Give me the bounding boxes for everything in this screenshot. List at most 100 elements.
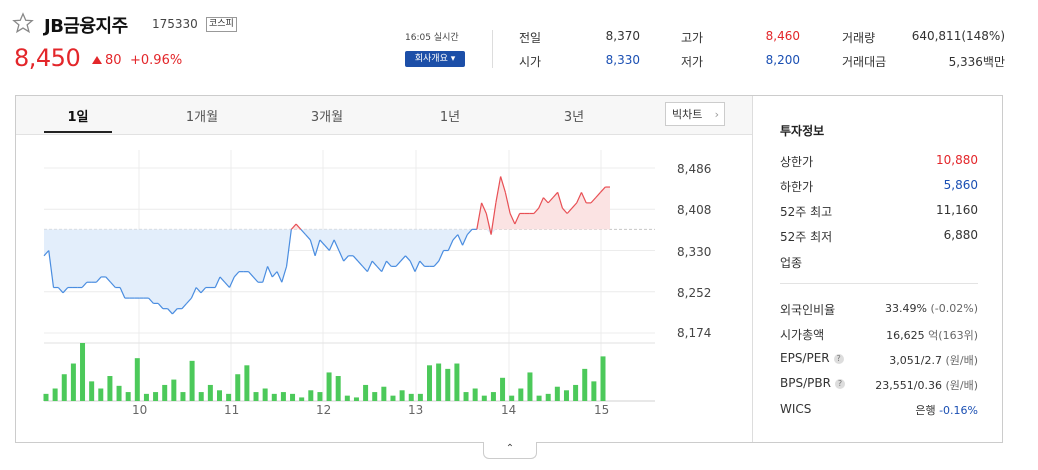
price-segment <box>57 287 64 294</box>
price-segment <box>276 271 283 283</box>
volume-bar <box>153 392 159 401</box>
volume-bar <box>481 395 487 401</box>
price-segment <box>305 234 311 241</box>
volume-bar <box>162 384 168 401</box>
volume-bar <box>271 393 277 401</box>
volume-bar <box>235 374 241 401</box>
price-segment <box>438 250 445 262</box>
price-segment <box>148 297 154 304</box>
price-segment <box>495 176 502 204</box>
volume-bar <box>180 392 186 401</box>
price-segment <box>552 191 559 199</box>
tab-1month[interactable]: 1개월 <box>185 110 219 125</box>
current-price: 8,450 <box>14 44 81 72</box>
price-segment <box>248 271 254 278</box>
invest-value: 10,880 <box>936 153 978 167</box>
tab-3months[interactable]: 3개월 <box>310 110 344 125</box>
volume-bar <box>363 384 369 401</box>
volume-bar <box>399 390 405 401</box>
help-icon[interactable]: ? <box>834 379 845 389</box>
price-segment <box>381 260 388 272</box>
price-segment <box>362 265 368 273</box>
invest-label: 외국인비율 <box>780 303 836 317</box>
divider <box>492 30 493 68</box>
price-segment <box>95 276 102 283</box>
below-base-area <box>44 229 610 314</box>
divider <box>780 283 978 284</box>
volume-bar <box>509 395 515 401</box>
price-segment <box>462 234 468 246</box>
volume-bar <box>536 395 542 401</box>
volume-bar <box>381 386 387 401</box>
invest-value-sub: -0.16% <box>939 404 978 417</box>
volume-bar <box>189 360 195 401</box>
invest-info-title: 투자정보 <box>780 124 825 138</box>
invest-label: 업종 <box>780 256 803 270</box>
quote-volume-value: 640,811(148%) <box>911 29 1005 43</box>
price-segment <box>157 302 164 310</box>
help-icon[interactable]: ? <box>833 354 844 364</box>
x-tick-label: 11 <box>224 403 240 417</box>
volume-bar <box>591 381 597 401</box>
invest-label-text: EPS/PER <box>780 351 830 365</box>
quote-high-value: 8,460 <box>765 29 800 43</box>
price-segment <box>595 191 601 199</box>
price-segment <box>338 250 345 262</box>
price-segment <box>357 260 364 267</box>
invest-value: 6,880 <box>943 228 978 242</box>
volume-bar <box>143 393 149 401</box>
price-segment <box>228 276 235 288</box>
stock-code: 175330 <box>152 17 198 31</box>
tab-1day[interactable]: 1일 <box>67 110 89 125</box>
volume-bar <box>61 374 67 401</box>
price-segment <box>43 250 50 257</box>
price-change: 80 <box>92 53 122 68</box>
price-segment <box>600 186 606 193</box>
volume-bar <box>582 368 588 401</box>
tab-3years[interactable]: 3년 <box>563 110 585 125</box>
price-segment <box>576 192 583 204</box>
quote-prev-label: 전일 <box>519 31 542 45</box>
volume-bar <box>417 393 423 401</box>
stock-name: JB금융지주 <box>44 16 128 37</box>
price-segment <box>300 228 307 236</box>
company-info-button[interactable]: 회사개요 ▾ <box>405 51 465 67</box>
expand-handle[interactable]: ⌃ <box>483 442 537 459</box>
price-segment <box>200 287 207 294</box>
price-segment <box>561 207 568 214</box>
price-segment <box>105 276 112 283</box>
price-segment <box>324 244 330 251</box>
price-segment <box>214 276 221 288</box>
tab-1year[interactable]: 1년 <box>439 110 461 125</box>
price-segment <box>538 197 544 209</box>
x-tick-label: 13 <box>408 403 424 417</box>
invest-label: 52주 최고 <box>780 205 833 219</box>
invest-value: 3,051/2.7 (원/배) <box>840 352 978 368</box>
invest-value-main: 33.49% <box>885 302 927 315</box>
big-chart-button[interactable]: 빅차트 › <box>665 102 725 126</box>
volume-bar <box>317 392 323 401</box>
price-segment <box>571 202 578 209</box>
intraday-chart <box>43 150 655 402</box>
favorite-star-icon[interactable] <box>12 12 34 34</box>
volume-bar <box>125 392 131 401</box>
price-segment <box>366 260 373 272</box>
invest-label: 시가총액 <box>780 328 825 342</box>
price-segment <box>447 239 454 251</box>
x-tick-label: 10 <box>132 403 148 417</box>
quote-volume-label: 거래량 <box>842 31 876 45</box>
invest-label-text: BPS/PBR <box>780 376 831 390</box>
invest-value-main: 16,625 <box>886 329 925 342</box>
volume-bar <box>390 395 396 401</box>
x-tick-label: 15 <box>594 403 610 417</box>
volume-bar <box>280 392 286 401</box>
quote-low-label: 저가 <box>681 55 704 69</box>
price-segment <box>409 260 416 272</box>
price-segment <box>62 287 69 294</box>
volume-bar <box>463 392 469 401</box>
invest-label: EPS/PER? <box>780 351 844 365</box>
price-segment <box>590 197 597 204</box>
y-tick-label: 8,486 <box>677 162 712 176</box>
up-arrow-icon <box>92 56 102 64</box>
price-segment <box>580 192 587 204</box>
